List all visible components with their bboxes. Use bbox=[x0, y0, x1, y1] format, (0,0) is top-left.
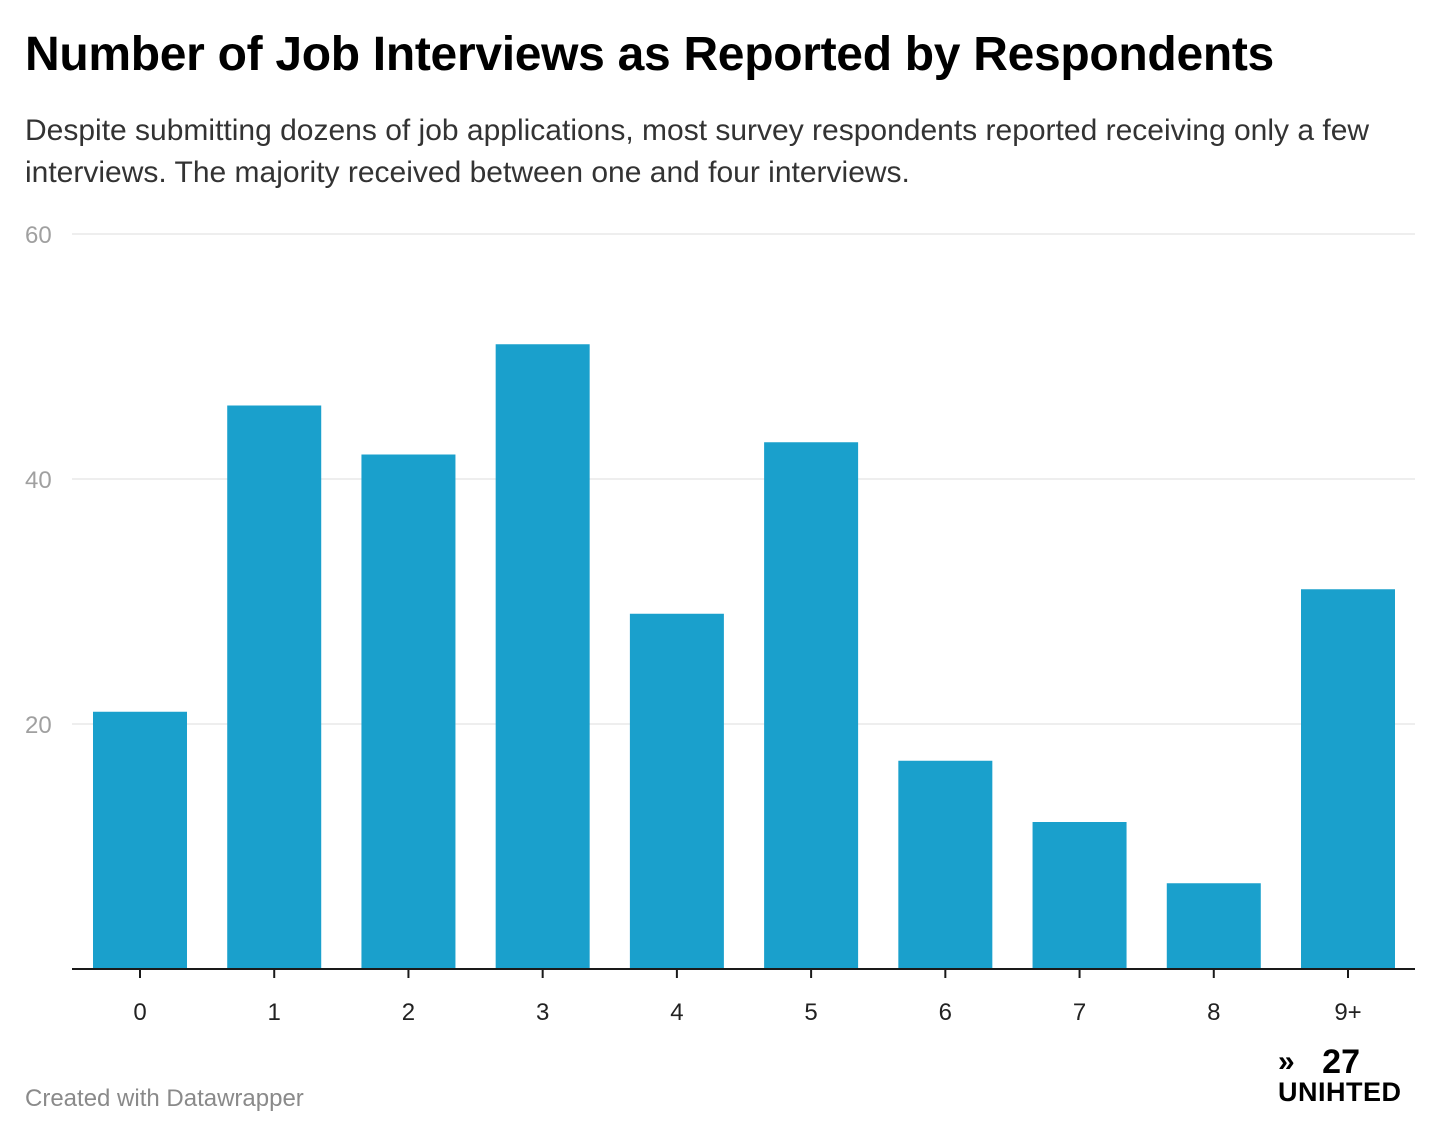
y-tick-label: 20 bbox=[25, 712, 52, 739]
bar bbox=[898, 760, 993, 969]
x-tick-label: 8 bbox=[1207, 999, 1220, 1026]
bar bbox=[361, 454, 456, 969]
y-tick-label: 60 bbox=[25, 222, 52, 249]
logo-wordmark: UNIHTED bbox=[1278, 1077, 1402, 1107]
logo-chevron-icon: » bbox=[1278, 1045, 1295, 1078]
x-tick-label: 1 bbox=[268, 999, 281, 1026]
x-tick-label: 3 bbox=[536, 999, 549, 1026]
x-tick-label: 9+ bbox=[1334, 999, 1361, 1026]
datawrapper-credit[interactable]: Created with Datawrapper bbox=[25, 1085, 304, 1112]
bar bbox=[227, 405, 322, 969]
x-axis: 0 1 2 3 4 5 6 7 8 9+ bbox=[72, 968, 1415, 1026]
logo-number: 27 bbox=[1322, 1043, 1360, 1081]
bar bbox=[764, 442, 859, 969]
unihted-27-logo: » 27 UNIHTED bbox=[1278, 1045, 1428, 1107]
chart-title: Number of Job Interviews as Reported by … bbox=[25, 28, 1274, 81]
bar bbox=[1032, 822, 1127, 969]
x-tick-label: 4 bbox=[670, 999, 683, 1026]
chart-subtitle: Despite submitting dozens of job applica… bbox=[25, 114, 1370, 189]
y-tick-label: 40 bbox=[25, 467, 52, 494]
x-tick-label: 7 bbox=[1073, 999, 1086, 1026]
bars bbox=[93, 344, 1395, 969]
bar bbox=[1166, 883, 1261, 969]
x-tick-label: 0 bbox=[133, 999, 146, 1026]
x-tick-label: 6 bbox=[939, 999, 952, 1026]
bar bbox=[495, 344, 590, 969]
bar bbox=[1301, 589, 1395, 969]
x-tick-label: 5 bbox=[804, 999, 817, 1026]
bar bbox=[93, 711, 187, 969]
bar bbox=[629, 613, 724, 969]
x-tick-label: 2 bbox=[402, 999, 415, 1026]
